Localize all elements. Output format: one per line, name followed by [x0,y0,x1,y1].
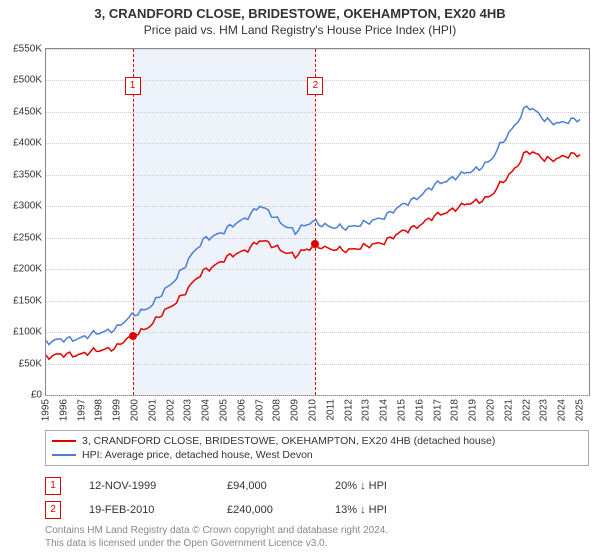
x-axis-label: 2017 [432,399,443,421]
sale-hpi: 20% ↓ HPI [335,480,435,492]
chart-title: 3, CRANDFORD CLOSE, BRIDESTOWE, OKEHAMPT… [0,6,600,21]
y-axis-label: £100K [13,327,42,338]
y-axis-label: £450K [13,106,42,117]
x-axis-label: 2007 [254,399,265,421]
x-axis-label: 2010 [308,399,319,421]
legend-box: 3, CRANDFORD CLOSE, BRIDESTOWE, OKEHAMPT… [45,430,589,466]
x-axis-label: 2002 [165,399,176,421]
y-axis-label: £400K [13,138,42,149]
x-axis-label: 1997 [76,399,87,421]
x-axis-label: 2022 [521,399,532,421]
series-svg [46,49,589,395]
x-axis-label: 2006 [236,399,247,421]
gridline [46,395,589,396]
x-axis-label: 2009 [290,399,301,421]
x-axis-label: 2012 [343,399,354,421]
legend-row: 3, CRANDFORD CLOSE, BRIDESTOWE, OKEHAMPT… [52,434,582,448]
y-axis-label: £300K [13,201,42,212]
sale-row: 1 12-NOV-1999 £94,000 20% ↓ HPI [45,474,435,498]
x-axis-label: 2018 [450,399,461,421]
sales-table: 1 12-NOV-1999 £94,000 20% ↓ HPI 2 19-FEB-2010… [45,474,435,522]
x-axis-label: 2005 [219,399,230,421]
sale-date: 19-FEB-2010 [89,504,199,516]
legend-row: HPI: Average price, detached house, West… [52,448,582,462]
chart-container: 3, CRANDFORD CLOSE, BRIDESTOWE, OKEHAMPT… [0,0,600,560]
legend-label: HPI: Average price, detached house, West… [82,449,313,461]
x-axis-label: 2000 [130,399,141,421]
x-axis-label: 2004 [201,399,212,421]
sale-point [129,332,137,340]
x-axis-label: 2020 [486,399,497,421]
legend-label: 3, CRANDFORD CLOSE, BRIDESTOWE, OKEHAMPT… [82,435,495,447]
x-axis-label: 2003 [183,399,194,421]
y-axis-label: £150K [13,295,42,306]
sale-price: £94,000 [227,480,307,492]
x-axis-label: 2025 [575,399,586,421]
y-axis-label: £250K [13,232,42,243]
x-axis-label: 2015 [397,399,408,421]
license-text: Contains HM Land Registry data © Crown c… [45,524,388,550]
x-axis-label: 2019 [468,399,479,421]
y-axis-label: £50K [19,358,42,369]
license-line: Contains HM Land Registry data © Crown c… [45,524,388,537]
legend-swatch [52,440,76,442]
legend-swatch [52,454,76,456]
x-axis-label: 2013 [361,399,372,421]
sale-marker-num: 1 [45,477,61,495]
series-blue [46,106,580,344]
x-axis-label: 2016 [414,399,425,421]
x-axis-label: 2008 [272,399,283,421]
series-red [46,151,580,359]
license-line: This data is licensed under the Open Gov… [45,537,388,550]
x-axis-label: 2024 [557,399,568,421]
sale-point [311,240,319,248]
sale-price: £240,000 [227,504,307,516]
title-block: 3, CRANDFORD CLOSE, BRIDESTOWE, OKEHAMPT… [0,0,600,37]
sale-row: 2 19-FEB-2010 £240,000 13% ↓ HPI [45,498,435,522]
x-axis-label: 1998 [94,399,105,421]
y-axis-label: £550K [13,44,42,55]
x-axis-label: 2011 [325,399,336,421]
x-axis-label: 2014 [379,399,390,421]
sale-marker-num: 2 [45,501,61,519]
sale-hpi: 13% ↓ HPI [335,504,435,516]
plot-area: £0£50K£100K£150K£200K£250K£300K£350K£400… [45,48,590,396]
y-axis-label: £200K [13,264,42,275]
x-axis-label: 2021 [503,399,514,421]
x-axis-label: 1999 [112,399,123,421]
x-axis-label: 1996 [58,399,69,421]
x-axis-label: 1995 [41,399,52,421]
x-axis-label: 2023 [539,399,550,421]
y-axis-label: £500K [13,75,42,86]
sale-date: 12-NOV-1999 [89,480,199,492]
chart-subtitle: Price paid vs. HM Land Registry's House … [0,23,600,37]
x-axis-label: 2001 [147,399,158,421]
y-axis-label: £350K [13,169,42,180]
